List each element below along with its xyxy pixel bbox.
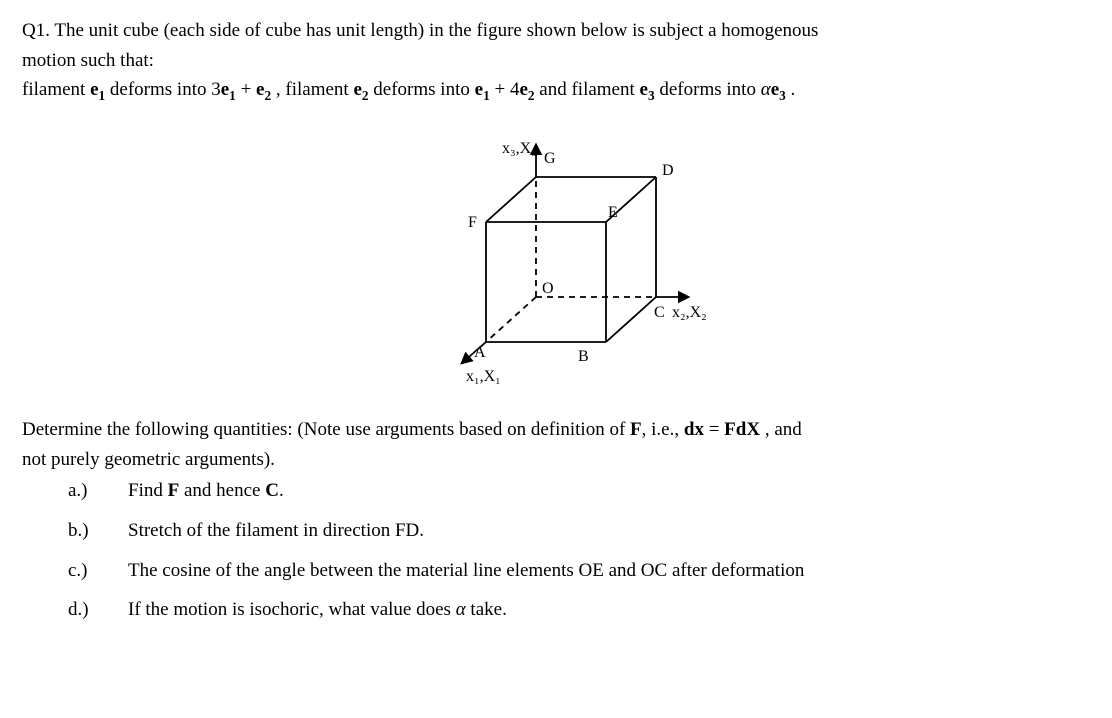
part-a-label: a.) xyxy=(22,478,128,504)
part-d: d.) If the motion is isochoric, what val… xyxy=(22,597,1090,623)
di1: deforms into xyxy=(105,79,211,100)
note-c: , and xyxy=(760,419,802,440)
label-A: A xyxy=(474,344,486,361)
di3: deforms into xyxy=(655,79,761,100)
note-b: , i.e., xyxy=(642,419,684,440)
e3b: e3 xyxy=(771,79,786,100)
e2c: e2 xyxy=(519,79,534,100)
note-line-1: Determine the following quantities: (Not… xyxy=(22,417,1090,443)
question-list: a.) Find F and hence C. b.) Stretch of t… xyxy=(22,478,1090,623)
cube-svg: x₃,X₃ G D E F O C x₂,X₂ A B x₁,X₁ xyxy=(396,127,716,387)
q-prefix: Q1. xyxy=(22,20,50,41)
e2: e2 xyxy=(256,79,271,100)
note-eq: = xyxy=(704,419,724,440)
q-l1a: The unit cube (each side of cube has uni… xyxy=(50,20,818,41)
part-c: c.) The cosine of the angle between the … xyxy=(22,558,1090,584)
part-a-text: Find F and hence C. xyxy=(128,478,1090,504)
fl-2: filament xyxy=(285,79,353,100)
part-b-label: b.) xyxy=(22,518,128,544)
part-b: b.) Stretch of the filament in direction… xyxy=(22,518,1090,544)
label-E: E xyxy=(608,204,618,221)
part-a: a.) Find F and hence C. xyxy=(22,478,1090,504)
label-F: F xyxy=(468,214,477,231)
note-FdX: FdX xyxy=(724,419,760,440)
cube-figure: x₃,X₃ G D E F O C x₂,X₂ A B x₁,X₁ xyxy=(22,127,1090,387)
alpha: α xyxy=(761,79,771,100)
plus1: + xyxy=(236,79,256,100)
plus2: + xyxy=(490,79,510,100)
label-x3: x₃,X₃ xyxy=(502,140,537,157)
e2b: e2 xyxy=(353,79,368,100)
note-l2: not purely geometric arguments). xyxy=(22,449,275,470)
part-d-text: If the motion is isochoric, what value d… xyxy=(128,597,1090,623)
label-D: D xyxy=(662,162,674,179)
note-a: Determine the following quantities: (Not… xyxy=(22,419,630,440)
label-x2: x₂,X₂ xyxy=(672,304,707,321)
e1: e1 xyxy=(90,79,105,100)
part-c-text: The cosine of the angle between the mate… xyxy=(128,558,1090,584)
three: 3 xyxy=(211,79,221,100)
part-d-label: d.) xyxy=(22,597,128,623)
e1c: e1 xyxy=(475,79,490,100)
q-l2: motion such that: xyxy=(22,50,154,71)
andf: and filament xyxy=(535,79,640,100)
note-dx: dx xyxy=(684,419,704,440)
di2: deforms into xyxy=(369,79,475,100)
label-O: O xyxy=(542,280,554,297)
label-G: G xyxy=(544,150,556,167)
note-F: F xyxy=(630,419,642,440)
four: 4 xyxy=(510,79,520,100)
filament-line: filament e1 deforms into 3e1 + e2 , fila… xyxy=(22,77,1090,105)
comma1: , xyxy=(271,79,285,100)
label-x1: x₁,X₁ xyxy=(466,368,501,385)
e1b: e1 xyxy=(221,79,236,100)
part-c-label: c.) xyxy=(22,558,128,584)
part-b-text: Stretch of the filament in direction FD. xyxy=(128,518,1090,544)
label-B: B xyxy=(578,348,589,365)
period: . xyxy=(786,79,796,100)
fl-1: filament xyxy=(22,79,90,100)
note-line-2: not purely geometric arguments). xyxy=(22,447,1090,473)
question-line-2: motion such that: xyxy=(22,48,1090,74)
label-C: C xyxy=(654,304,665,321)
question-line-1: Q1. The unit cube (each side of cube has… xyxy=(22,18,1090,44)
e3: e3 xyxy=(640,79,655,100)
